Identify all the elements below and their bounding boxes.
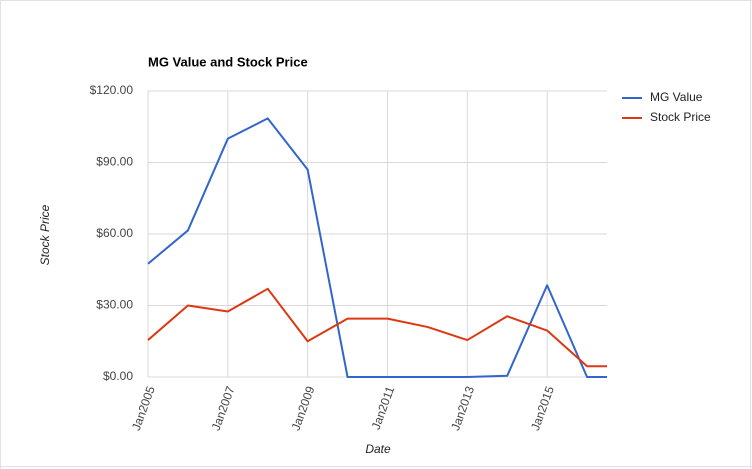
y-tick-label: $120.00 bbox=[90, 83, 134, 97]
y-tick-label: $60.00 bbox=[96, 226, 133, 240]
x-tick-label: Jan2011 bbox=[369, 384, 398, 432]
x-tick-label: Jan2009 bbox=[289, 384, 318, 432]
series-line bbox=[147, 117, 607, 378]
series-line bbox=[147, 287, 607, 368]
legend-label: Stock Price bbox=[650, 110, 711, 124]
x-axis-label: Date bbox=[365, 442, 391, 456]
y-tick-label: $30.00 bbox=[96, 298, 133, 312]
y-tick-label: $90.00 bbox=[96, 155, 133, 169]
y-tick-label: $0.00 bbox=[103, 369, 133, 383]
x-tick-label: Jan2013 bbox=[448, 384, 477, 432]
chart-title: MG Value and Stock Price bbox=[148, 54, 308, 69]
x-tick-label: Jan2007 bbox=[209, 384, 238, 432]
x-tick-label: Jan2005 bbox=[129, 384, 158, 432]
x-tick-label: Jan2015 bbox=[528, 384, 557, 432]
y-axis-label: Stock Price bbox=[38, 204, 52, 265]
legend-label: MG Value bbox=[650, 90, 703, 104]
